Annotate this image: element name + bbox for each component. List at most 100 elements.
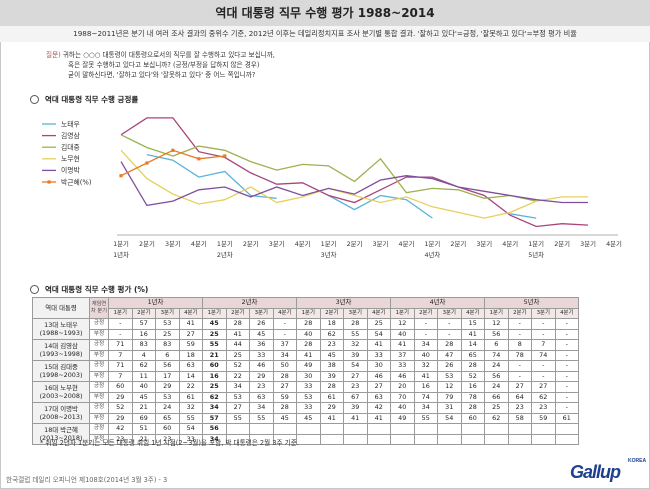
positive-value (531, 423, 556, 435)
positive-value: 7 (531, 339, 556, 351)
negative-value (460, 433, 485, 445)
positive-value: - (554, 339, 579, 351)
positive-value: 71 (108, 339, 133, 351)
president-name: 16대 노무현 (44, 383, 78, 392)
x-tick-label: 2분기 (554, 239, 570, 248)
page-title: 역대 대통령 직무 수행 평가 1988~2014 (0, 0, 650, 26)
positive-value: 28 (272, 402, 297, 414)
positive-value: 60 (108, 381, 133, 393)
positive-value: 8 (507, 339, 532, 351)
x-tick-label: 2분기 (347, 239, 363, 248)
negative-value: 66 (484, 391, 509, 403)
series-line-0 (146, 153, 537, 219)
negative-value: 46 (390, 370, 415, 382)
positive-value: 42 (366, 402, 391, 414)
positive-value: 28 (460, 402, 485, 414)
negative-value: 46 (366, 370, 391, 382)
president-name: 14대 김영삼 (44, 341, 78, 350)
gallup-logo: Gallup KOREA (570, 458, 647, 482)
positive-value: 60 (202, 360, 227, 372)
positive-value: 34 (225, 381, 250, 393)
negative-value: 22 (225, 370, 250, 382)
negative-value (413, 433, 438, 445)
quarter-header: 3분기 (437, 307, 462, 319)
president-term: (1988~1993) (39, 329, 83, 337)
negative-value (484, 433, 509, 445)
negative-value: 17 (155, 370, 180, 382)
president-term: (2003~2008) (39, 392, 83, 400)
positive-value: 71 (108, 360, 133, 372)
negative-value: 78 (507, 349, 532, 361)
quarter-header: 1분기 (296, 307, 321, 319)
row-type-positive: 긍정 (89, 402, 109, 414)
x-year-label: 1년차 (113, 250, 129, 259)
president-name-cell: 13대 노태우 (1988~1993) (32, 318, 90, 340)
positive-value: 20 (390, 381, 415, 393)
positive-value: 28 (437, 339, 462, 351)
positive-value (484, 423, 509, 435)
x-tick-label: 1분기 (321, 239, 337, 248)
negative-value: - (531, 328, 556, 340)
negative-value (249, 433, 274, 445)
positive-value: 39 (343, 402, 368, 414)
positive-value: 33 (296, 402, 321, 414)
negative-value: 39 (343, 349, 368, 361)
negative-value (437, 433, 462, 445)
positive-value: 23 (507, 402, 532, 414)
row-type-positive: 긍정 (89, 381, 109, 393)
legend-label: 김대중 (61, 144, 80, 152)
positive-value: 24 (484, 360, 509, 372)
positive-value: 28 (225, 318, 250, 330)
negative-value: 61 (178, 391, 203, 403)
negative-value: 61 (554, 412, 579, 424)
positive-value: 42 (108, 423, 133, 435)
positive-value: 34 (413, 339, 438, 351)
positive-value: 23 (531, 402, 556, 414)
negative-value: - (554, 391, 579, 403)
positive-value: 28 (460, 360, 485, 372)
positive-value: 23 (319, 339, 344, 351)
negative-value: 29 (108, 391, 133, 403)
quarter-header: 4분기 (272, 307, 297, 319)
negative-value: 41 (296, 349, 321, 361)
positive-value: 25 (202, 381, 227, 393)
positive-value: 46 (249, 360, 274, 372)
positive-value: 31 (437, 402, 462, 414)
x-tick-label: 1분기 (528, 239, 544, 248)
positive-value: - (554, 402, 579, 414)
positive-value: 41 (366, 339, 391, 351)
positive-value: 41 (178, 318, 203, 330)
negative-value: 27 (178, 328, 203, 340)
positive-value: 49 (296, 360, 321, 372)
positive-value: 30 (366, 360, 391, 372)
president-name: 13대 노태우 (44, 320, 78, 329)
series-point-5-0 (119, 174, 123, 178)
negative-value (272, 433, 297, 445)
positive-value: 26 (249, 318, 274, 330)
x-tick-label: 2분기 (450, 239, 466, 248)
quarter-header: 4분기 (460, 307, 485, 319)
negative-value: 41 (225, 328, 250, 340)
positive-value: 50 (272, 360, 297, 372)
positive-value (272, 423, 297, 435)
president-name-cell: 16대 노무현 (2003~2008) (32, 381, 90, 403)
year-header: 5년차 (484, 297, 579, 309)
negative-value: 59 (272, 391, 297, 403)
positive-value: - (507, 360, 532, 372)
positive-value: 83 (131, 339, 156, 351)
table-row: 13대 노태우 (1988~1993) 긍정 -57 53 41 45 28 26-28 18 28… (32, 318, 579, 340)
negative-value: 53 (437, 370, 462, 382)
row-type-positive: 긍정 (89, 423, 109, 435)
quarter-header: 1분기 (108, 307, 133, 319)
positive-value (437, 423, 462, 435)
president-term: (2008~2013) (39, 413, 83, 421)
positive-value: 63 (178, 360, 203, 372)
positive-value: 28 (319, 381, 344, 393)
positive-value: 41 (390, 339, 415, 351)
negative-value: 39 (319, 370, 344, 382)
quarter-header: 3분기 (249, 307, 274, 319)
quarter-header: 2분기 (131, 307, 156, 319)
x-tick-label: 4분기 (399, 239, 415, 248)
negative-value: 62 (202, 391, 227, 403)
negative-value: 57 (202, 412, 227, 424)
